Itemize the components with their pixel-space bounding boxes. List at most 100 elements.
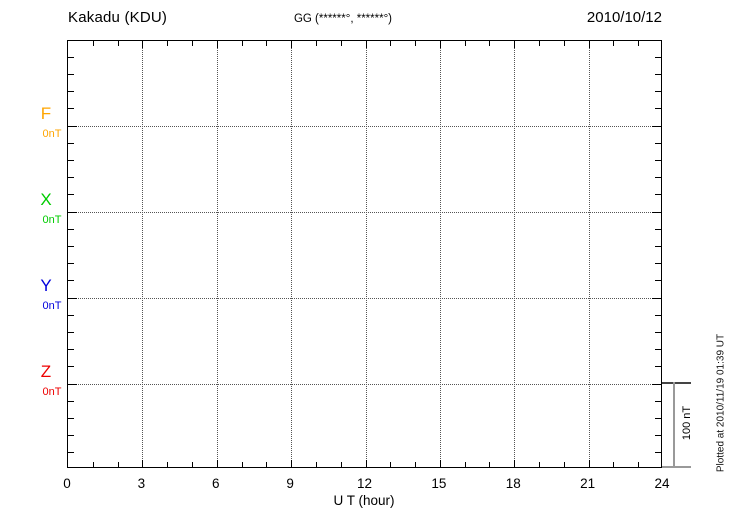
right-axis-tick xyxy=(655,245,661,247)
top-axis-tick xyxy=(315,41,317,46)
left-axis-tick xyxy=(68,435,74,437)
right-axis-tick xyxy=(655,417,661,419)
right-axis-tick xyxy=(652,125,661,127)
right-axis-tick xyxy=(655,91,661,93)
right-axis-tick xyxy=(655,366,661,368)
vertical-gridline xyxy=(365,41,367,467)
top-axis-tick xyxy=(613,41,615,46)
series-letter-F: F xyxy=(40,103,52,123)
left-axis-tick xyxy=(68,125,77,127)
bottom-axis-tick xyxy=(216,460,218,467)
right-axis-tick xyxy=(655,73,661,75)
geographic-coordinates-label: GG (******°, ******°) xyxy=(293,13,393,25)
bottom-axis-tick xyxy=(563,462,565,467)
left-axis-tick xyxy=(68,159,74,161)
x-tick-label: 9 xyxy=(286,476,294,491)
left-axis-tick xyxy=(68,452,74,454)
top-axis-tick xyxy=(365,41,367,48)
left-axis-tick xyxy=(68,73,74,75)
plot-date: 2010/10/12 xyxy=(586,9,662,26)
bottom-axis-tick xyxy=(167,462,169,467)
left-axis-tick xyxy=(68,228,74,230)
left-axis-tick xyxy=(68,263,74,265)
right-axis-tick xyxy=(655,280,661,282)
right-axis-tick xyxy=(652,383,661,385)
left-axis-tick xyxy=(68,177,74,179)
bottom-axis-tick xyxy=(291,460,293,467)
series-baseline-value-X: 0nT xyxy=(42,213,62,226)
left-axis-tick xyxy=(68,142,74,144)
left-axis-tick xyxy=(68,211,77,213)
left-axis-tick xyxy=(68,383,77,385)
series-letter-X: X xyxy=(40,189,52,209)
right-axis-tick xyxy=(655,263,661,265)
right-axis-tick xyxy=(655,331,661,333)
top-axis-tick xyxy=(241,41,243,46)
baseline-gridline xyxy=(68,211,661,213)
top-axis-tick xyxy=(117,41,119,46)
top-axis-tick xyxy=(191,41,193,46)
top-axis-tick xyxy=(340,41,342,46)
x-tick-label: 24 xyxy=(654,476,670,491)
left-axis-tick xyxy=(68,194,74,196)
x-tick-label: 0 xyxy=(63,476,71,491)
bottom-axis-tick xyxy=(315,462,317,467)
series-baseline-value-F: 0nT xyxy=(42,127,62,140)
top-axis-tick xyxy=(489,41,491,46)
bottom-axis-tick xyxy=(117,462,119,467)
right-axis-tick xyxy=(655,56,661,58)
top-axis-tick xyxy=(390,41,392,46)
right-axis-tick xyxy=(655,142,661,144)
plot-area xyxy=(67,40,662,468)
right-axis-tick xyxy=(655,194,661,196)
right-axis-tick xyxy=(655,177,661,179)
x-tick-label: 3 xyxy=(137,476,146,491)
series-baseline-value-Z: 0nT xyxy=(42,385,62,398)
top-axis-tick xyxy=(291,41,293,48)
bottom-axis-tick xyxy=(365,460,367,467)
top-axis-tick xyxy=(142,41,144,48)
left-axis-tick xyxy=(68,314,74,316)
left-axis-tick xyxy=(68,245,74,247)
bottom-axis-tick xyxy=(588,460,590,467)
top-axis-tick xyxy=(415,41,417,46)
left-axis-tick xyxy=(68,417,74,419)
top-axis-tick xyxy=(216,41,218,48)
left-axis-tick xyxy=(68,400,74,402)
baseline-gridline xyxy=(68,383,661,385)
vertical-gridline xyxy=(142,41,144,467)
scale-bar-line xyxy=(673,382,675,468)
bottom-axis-tick xyxy=(191,462,193,467)
bottom-axis-tick xyxy=(390,462,392,467)
x-tick-label: 6 xyxy=(211,476,220,491)
right-axis-tick xyxy=(655,314,661,316)
left-axis-tick xyxy=(68,108,74,110)
x-tick-label: 21 xyxy=(580,476,596,491)
bottom-axis-tick xyxy=(638,462,640,467)
left-axis-tick xyxy=(68,91,74,93)
bottom-axis-tick xyxy=(514,460,516,467)
x-tick-label: 18 xyxy=(505,476,521,491)
bottom-axis-tick xyxy=(439,460,441,467)
bottom-axis-tick xyxy=(539,462,541,467)
right-axis-tick xyxy=(655,159,661,161)
top-axis-tick xyxy=(588,41,590,48)
scale-bar-bottom-cap xyxy=(662,466,691,468)
bottom-axis-tick xyxy=(340,462,342,467)
left-axis-tick xyxy=(68,297,77,299)
top-axis-tick xyxy=(638,41,640,46)
vertical-gridline xyxy=(216,41,218,467)
top-axis-tick xyxy=(539,41,541,46)
left-axis-tick xyxy=(68,366,74,368)
bottom-axis-tick xyxy=(92,462,94,467)
right-axis-tick xyxy=(652,297,661,299)
vertical-gridline xyxy=(439,41,441,467)
series-letter-Y: Y xyxy=(40,275,52,295)
left-axis-tick xyxy=(68,331,74,333)
right-axis-tick xyxy=(655,452,661,454)
series-baseline-value-Y: 0nT xyxy=(42,299,62,312)
top-axis-tick xyxy=(92,41,94,46)
series-letter-Z: Z xyxy=(40,361,52,381)
left-axis-tick xyxy=(68,349,74,351)
